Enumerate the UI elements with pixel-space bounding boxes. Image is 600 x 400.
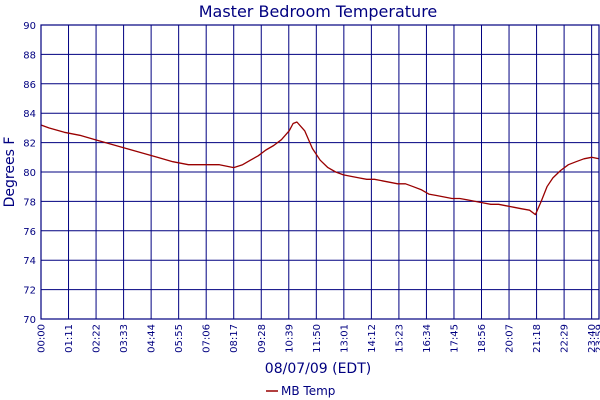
y-tick-label: 72	[23, 286, 36, 297]
chart-title: Master Bedroom Temperature	[199, 2, 438, 21]
legend: MB Temp	[266, 384, 335, 398]
y-tick-labels: 70 72 74 76 78 80 82 84 86 88 90	[23, 21, 36, 326]
y-axis-label: Degrees F	[2, 137, 18, 208]
y-tick-label: 88	[23, 50, 36, 61]
y-tick-label: 78	[23, 197, 36, 208]
x-tick-label: 00:00	[37, 324, 48, 353]
x-tick-label: 23:40	[587, 324, 598, 353]
x-tick-label: 01:11	[64, 324, 75, 353]
series-line-mb-temp	[40, 121, 600, 216]
x-tick-label: 07:06	[202, 324, 213, 353]
x-tick-label: 04:44	[147, 324, 158, 353]
grid-lines	[40, 24, 600, 320]
x-tick-labels: 00:00 01:11 02:22 03:33 04:44 05:55 07:06 08:17…	[37, 324, 600, 353]
plot-frame	[40, 24, 600, 320]
x-tick-label: 16:34	[422, 324, 433, 353]
x-tick-label: 23:59	[595, 324, 600, 353]
x-tick-label: 17:45	[449, 324, 460, 353]
x-axis-label: 08/07/09 (EDT)	[265, 361, 371, 377]
x-tick-label: 21:18	[532, 324, 543, 353]
y-tick-label: 84	[23, 109, 36, 120]
legend-label-mb-temp: MB Temp	[281, 384, 335, 398]
x-tick-label: 02:22	[92, 324, 103, 353]
x-tick-label: 11:50	[312, 324, 323, 353]
x-tick-label: 09:28	[257, 324, 268, 353]
x-tick-label: 18:56	[477, 324, 488, 353]
y-tick-label: 74	[23, 256, 36, 267]
x-tick-label: 05:55	[174, 324, 185, 353]
y-tick-label: 76	[23, 227, 36, 238]
x-tick-label: 22:29	[560, 324, 571, 353]
y-tick-label: 82	[23, 139, 36, 150]
x-tick-label: 08:17	[229, 324, 240, 353]
y-tick-label: 90	[23, 21, 36, 32]
x-tick-label: 03:33	[119, 324, 130, 353]
x-tick-label: 10:39	[284, 324, 295, 353]
y-tick-label: 86	[23, 80, 36, 91]
x-tick-label: 15:23	[394, 324, 405, 353]
x-tick-label: 13:01	[339, 324, 350, 353]
x-tick-label: 14:12	[367, 324, 378, 353]
series-layer	[40, 121, 600, 216]
y-tick-label: 80	[23, 168, 36, 179]
y-tick-label: 70	[23, 315, 36, 326]
x-tick-label: 20:07	[505, 324, 516, 353]
